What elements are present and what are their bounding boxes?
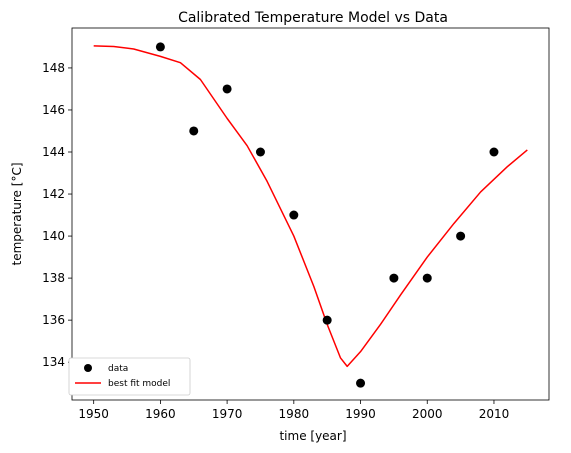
data-point — [389, 273, 399, 283]
data-point — [456, 231, 466, 241]
data-point — [189, 126, 199, 136]
y-tick-label: 148 — [42, 61, 65, 75]
data-point — [356, 378, 366, 388]
legend-marker-data — [84, 364, 92, 372]
legend: data best fit model — [68, 357, 191, 396]
y-tick-label: 134 — [42, 355, 65, 369]
x-axis-label: time [year] — [279, 429, 346, 443]
legend-label-model: best fit model — [108, 379, 170, 389]
x-tick-label: 1990 — [345, 407, 376, 421]
x-axis: 1950 1960 1970 1980 1990 2000 2010 — [78, 400, 509, 421]
data-point — [422, 273, 432, 283]
y-tick-label: 140 — [42, 229, 65, 243]
data-point — [322, 315, 332, 325]
y-axis-label: temperature [°C] — [10, 163, 24, 266]
y-axis: 134 136 138 140 142 144 146 148 — [42, 61, 72, 369]
x-tick-label: 1970 — [212, 407, 243, 421]
data-point — [222, 84, 232, 94]
x-tick-label: 1960 — [145, 407, 176, 421]
y-tick-label: 138 — [42, 271, 65, 285]
x-tick-label: 2010 — [479, 407, 510, 421]
chart-title: Calibrated Temperature Model vs Data — [178, 10, 448, 26]
model-line — [93, 45, 528, 368]
data-point — [255, 147, 265, 157]
plot-area — [71, 27, 550, 401]
y-tick-label: 142 — [42, 187, 65, 201]
data-point — [155, 42, 165, 52]
y-tick-label: 146 — [42, 103, 65, 117]
data-point — [489, 147, 499, 157]
x-tick-label: 2000 — [412, 407, 443, 421]
y-tick-label: 144 — [42, 145, 65, 159]
y-tick-label: 136 — [42, 313, 65, 327]
legend-label-data: data — [108, 364, 128, 374]
legend-box — [68, 357, 191, 396]
data-point — [289, 210, 299, 220]
x-tick-label: 1950 — [78, 407, 109, 421]
series-layer — [93, 42, 528, 388]
x-tick-label: 1980 — [279, 407, 310, 421]
